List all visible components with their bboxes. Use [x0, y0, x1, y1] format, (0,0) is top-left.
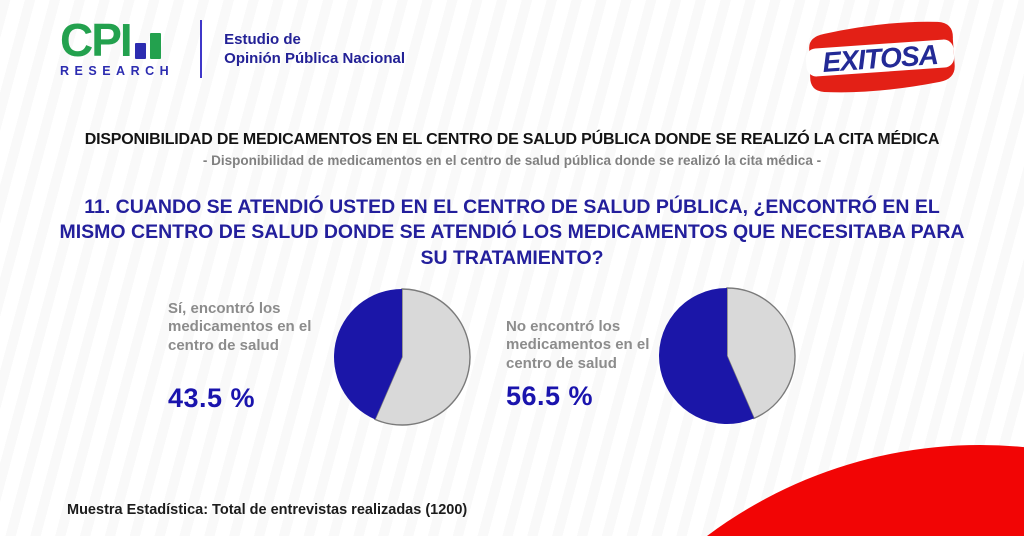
survey-question: 11. CUANDO SE ATENDIÓ USTED EN EL CENTRO… [59, 196, 965, 269]
bar-chart-icon [149, 33, 161, 59]
exitosa-logo-graphic: EXITOSA [805, 21, 955, 93]
bar-chart-icon [134, 43, 146, 59]
pie-chart-right [659, 287, 796, 424]
pie-right-label: No encontró los medicamentos en el centr… [506, 318, 650, 372]
pie-chart-left [334, 288, 471, 426]
header-divider [200, 20, 203, 78]
study-tagline: Estudio de Opinión Pública Nacional [224, 30, 405, 68]
tagline-line2: Opinión Pública Nacional [224, 50, 406, 67]
red-corner-decoration [525, 445, 1024, 536]
slide-title: DISPONIBILIDAD DE MEDICAMENTOS EN EL CEN… [84, 131, 940, 148]
cpi-logo-row: CPI [60, 14, 174, 66]
tagline-line1: Estudio de [224, 31, 301, 48]
header: CPI RESEARCH Estudio de Opinión Pública … [60, 14, 405, 78]
exitosa-logo: EXITOSA [800, 20, 960, 96]
cpi-logo-text: CPI [60, 14, 133, 66]
cpi-research-label: RESEARCH [60, 64, 175, 78]
pie-left-label: Sí, encontró los medicamentos en el cent… [168, 300, 312, 354]
slide-subtitle: - Disponibilidad de medicamentos en el c… [202, 153, 822, 168]
pie-right-value: 56.5 % [506, 381, 594, 411]
sample-footnote: Muestra Estadística: Total de entrevista… [67, 502, 468, 518]
pie-left-value: 43.5 % [168, 383, 256, 413]
cpi-research-logo: CPI RESEARCH [60, 14, 175, 78]
